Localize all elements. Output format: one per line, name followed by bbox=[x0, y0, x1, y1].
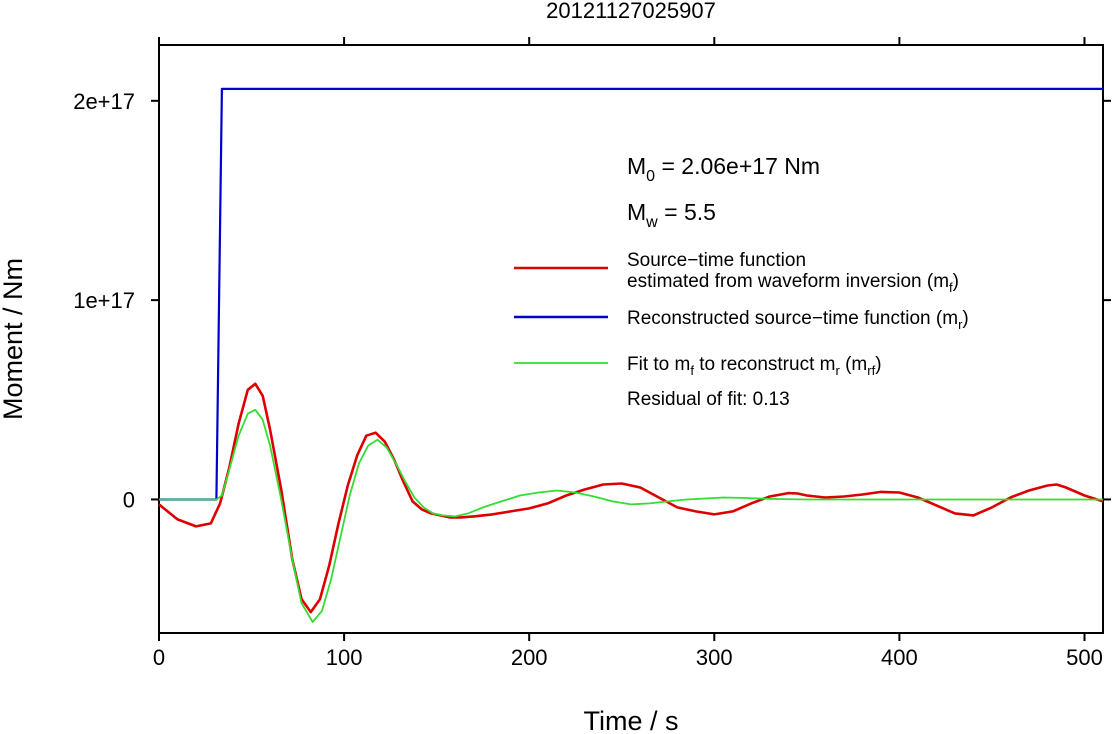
moment-value: = 2.06e+17 Nm bbox=[655, 153, 820, 179]
legend-fit-sub3: rf bbox=[867, 363, 875, 378]
legend-st2-sub: f bbox=[949, 280, 953, 295]
moment-symbol: M bbox=[627, 153, 646, 179]
chart-title: 20121127025907 bbox=[546, 0, 716, 23]
legend-fit-mid: to reconstruct m bbox=[694, 354, 836, 375]
series-line-source-time bbox=[158, 382, 1104, 614]
legend-rec-sub: r bbox=[958, 317, 963, 332]
series-line-reconstructed bbox=[159, 87, 1103, 501]
legend-label-reconstructed: Reconstructed source−time function (mr) bbox=[627, 308, 969, 332]
series-layer bbox=[158, 87, 1104, 623]
residual-annotation: Residual of fit: 0.13 bbox=[627, 389, 790, 410]
magnitude-subscript: w bbox=[645, 214, 658, 231]
magnitude-annotation: Mw = 5.5 bbox=[627, 199, 716, 231]
ticks-layer: 0 100 200 300 400 500 0 1e+17 2e+17 bbox=[73, 37, 1111, 670]
legend-fit-post: ) bbox=[875, 354, 881, 375]
moment-annotation: M0 = 2.06e+17 Nm bbox=[627, 153, 820, 185]
x-tick-label: 500 bbox=[1066, 645, 1103, 670]
plot-frame bbox=[158, 44, 1104, 634]
y-tick-label: 2e+17 bbox=[73, 89, 135, 114]
legend-fit-sub2: r bbox=[835, 363, 840, 378]
x-tick-label: 100 bbox=[326, 645, 363, 670]
legend-label-source-time-2: estimated from waveform inversion (mf) bbox=[627, 271, 959, 295]
magnitude-symbol: M bbox=[627, 199, 646, 225]
legend-fit-sub1: f bbox=[690, 363, 694, 378]
y-tick-label: 1e+17 bbox=[73, 288, 135, 313]
legend-fit-pre: Fit to m bbox=[627, 354, 690, 375]
legend-rec-post: ) bbox=[962, 308, 968, 329]
legend-rec-pre: Reconstructed source−time function (m bbox=[627, 308, 958, 329]
legend-st2-post: ) bbox=[953, 271, 959, 292]
y-axis-label: Moment / Nm bbox=[0, 258, 28, 420]
legend-st2-pre: estimated from waveform inversion (m bbox=[627, 271, 949, 292]
legend-label-fit: Fit to mf to reconstruct mr (mrf) bbox=[627, 354, 882, 378]
legend-label-source-time-1: Source−time function bbox=[627, 250, 806, 271]
x-tick-label: 300 bbox=[696, 645, 733, 670]
magnitude-value: = 5.5 bbox=[658, 199, 716, 225]
legend-fit-mid2: (m bbox=[840, 354, 867, 375]
y-tick-label: 0 bbox=[123, 487, 135, 512]
x-tick-label: 0 bbox=[153, 645, 165, 670]
x-tick-label: 200 bbox=[511, 645, 548, 670]
x-tick-label: 400 bbox=[881, 645, 918, 670]
moment-subscript: 0 bbox=[646, 168, 655, 185]
x-axis-label: Time / s bbox=[583, 706, 678, 734]
series-line-fit bbox=[159, 408, 1103, 623]
